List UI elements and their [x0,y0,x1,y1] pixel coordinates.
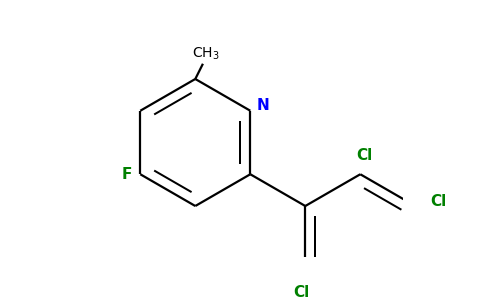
Text: CH$_3$: CH$_3$ [192,45,219,62]
Text: N: N [256,98,269,113]
Text: Cl: Cl [431,194,447,209]
Text: Cl: Cl [356,148,373,163]
Text: F: F [121,167,132,182]
Text: Cl: Cl [293,285,309,300]
